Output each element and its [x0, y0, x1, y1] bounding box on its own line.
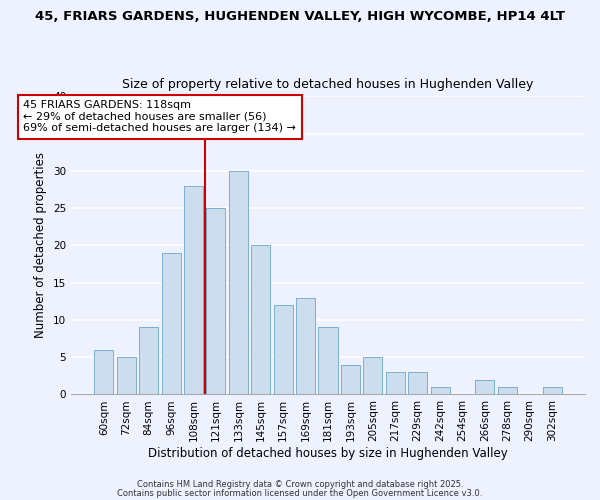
Title: Size of property relative to detached houses in Hughenden Valley: Size of property relative to detached ho… [122, 78, 533, 91]
Bar [229, 171, 248, 394]
Bar [184, 186, 203, 394]
Bar [139, 328, 158, 394]
Bar [408, 372, 427, 394]
Bar [161, 253, 181, 394]
Bar [319, 328, 338, 394]
Bar [206, 208, 226, 394]
Text: 45, FRIARS GARDENS, HUGHENDEN VALLEY, HIGH WYCOMBE, HP14 4LT: 45, FRIARS GARDENS, HUGHENDEN VALLEY, HI… [35, 10, 565, 23]
Bar [117, 357, 136, 395]
Bar [431, 387, 449, 394]
Bar [341, 364, 360, 394]
Text: Contains HM Land Registry data © Crown copyright and database right 2025.: Contains HM Land Registry data © Crown c… [137, 480, 463, 489]
Text: 45 FRIARS GARDENS: 118sqm
← 29% of detached houses are smaller (56)
69% of semi-: 45 FRIARS GARDENS: 118sqm ← 29% of detac… [23, 100, 296, 134]
Bar [274, 305, 293, 394]
Bar [475, 380, 494, 394]
Bar [386, 372, 405, 394]
Bar [296, 298, 315, 394]
X-axis label: Distribution of detached houses by size in Hughenden Valley: Distribution of detached houses by size … [148, 447, 508, 460]
Text: Contains public sector information licensed under the Open Government Licence v3: Contains public sector information licen… [118, 490, 482, 498]
Bar [542, 387, 562, 394]
Bar [498, 387, 517, 394]
Bar [363, 357, 382, 395]
Bar [251, 246, 270, 394]
Y-axis label: Number of detached properties: Number of detached properties [34, 152, 47, 338]
Bar [94, 350, 113, 395]
